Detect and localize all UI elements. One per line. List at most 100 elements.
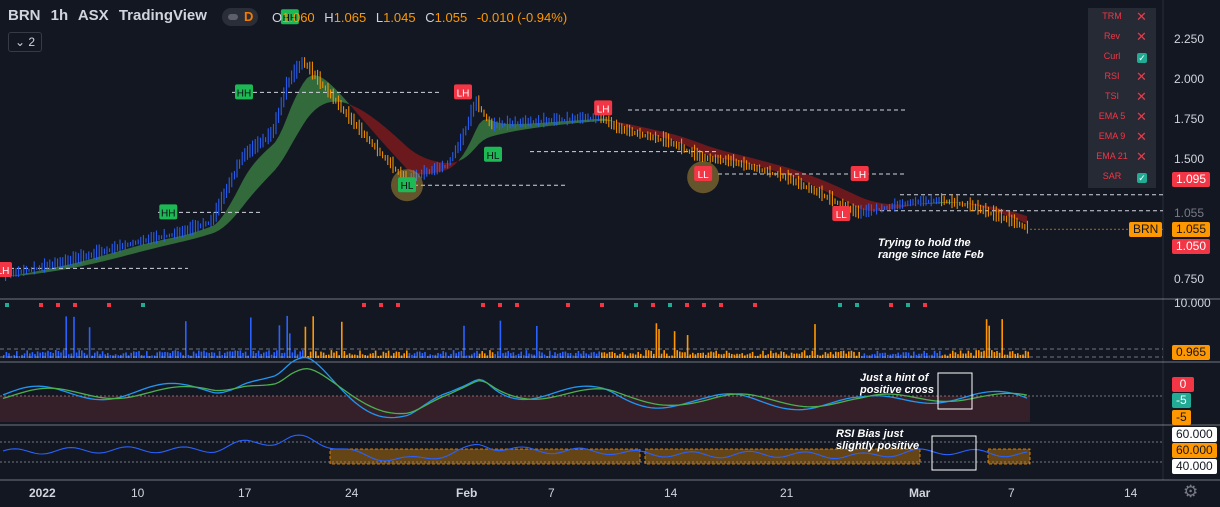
volume-bar (689, 354, 691, 358)
price-tick-label: 0.750 (1174, 272, 1205, 286)
curl-ribbon-segment (483, 119, 487, 141)
volume-bar (775, 352, 777, 358)
volume-bar (289, 333, 291, 358)
close-icon[interactable]: ✕ (1136, 129, 1147, 144)
volume-bar (78, 350, 80, 358)
check-icon[interactable]: ✓ (1137, 173, 1147, 183)
volume-bar (299, 351, 301, 358)
volume-bar (416, 351, 418, 358)
volume-bar (632, 353, 634, 358)
indicator-toggle-ema-21[interactable]: EMA 21 ✕ (1088, 148, 1156, 168)
volume-bar (668, 355, 671, 358)
time-tick-label: 7 (1008, 486, 1015, 500)
close-icon[interactable]: ✕ (1136, 89, 1147, 104)
volume-bar (60, 352, 62, 358)
indicator-toggle-ema-5[interactable]: EMA 5 ✕ (1088, 108, 1156, 128)
volume-bar (1009, 351, 1011, 358)
swing-label-hh: HH (159, 204, 178, 220)
volume-bar (569, 353, 572, 358)
swing-label-box (235, 84, 253, 100)
curl-ribbon-segment (671, 133, 675, 141)
volume-bar (783, 352, 785, 358)
volume-bar (920, 353, 923, 358)
curl-ribbon-segment (523, 123, 527, 130)
volume-bar (991, 350, 993, 358)
curl-ribbon-segment (571, 120, 575, 124)
curl-ribbon-segment (131, 246, 135, 255)
volume-bar (23, 353, 26, 358)
volume-bar (858, 351, 860, 358)
volume-bar (923, 350, 925, 358)
volume-bar (980, 351, 983, 358)
volume-bar (224, 352, 226, 358)
close-icon[interactable]: ✕ (1136, 69, 1147, 84)
volume-bar (637, 351, 639, 358)
close-icon[interactable]: ✕ (1136, 9, 1147, 24)
exchange-label: ASX (77, 7, 109, 24)
volume-bar (595, 353, 598, 358)
curl-ribbon-segment (219, 215, 223, 231)
volume-bar (1006, 354, 1009, 358)
volume-bar (556, 353, 559, 358)
curl-ribbon-segment (859, 196, 863, 210)
volume-bar (502, 353, 504, 358)
volume-bar (788, 355, 790, 358)
indicator-toggle-ema-9[interactable]: EMA 9 ✕ (1088, 128, 1156, 148)
volume-bar (848, 351, 850, 358)
curl-ribbon-segment (235, 188, 239, 216)
curl-ribbon-segment (87, 258, 91, 266)
indicator-toggle-trm[interactable]: TRM ✕ (1088, 8, 1156, 28)
volume-bar (660, 353, 663, 358)
volume-bar (697, 352, 699, 358)
check-icon[interactable]: ✓ (1137, 53, 1147, 63)
high-value: 1.065 (333, 10, 367, 25)
volume-bar (114, 354, 117, 358)
data-mode-toggle[interactable]: D (222, 8, 258, 26)
volume-bar (933, 350, 936, 358)
collapse-indicators-button[interactable]: ⌄ 2 (8, 32, 42, 52)
curl-ribbon-segment (347, 101, 351, 107)
volume-bar (840, 351, 842, 358)
time-tick-label: 24 (345, 486, 359, 500)
close-icon[interactable]: ✕ (1136, 149, 1147, 164)
indicator-toggle-sar[interactable]: SAR ✓ (1088, 168, 1156, 188)
volume-bar (936, 353, 938, 358)
swing-label-text: LH (457, 88, 470, 99)
curl-ribbon-segment (255, 157, 259, 192)
signal-dot (396, 303, 400, 307)
rsi-lower-tag: 40.000 (1172, 459, 1217, 474)
volume-bar (309, 351, 312, 358)
volume-bar (606, 353, 608, 358)
volume-bar (177, 351, 179, 358)
curl-ribbon-segment (795, 170, 799, 180)
indicator-toggle-rsi[interactable]: RSI ✕ (1088, 68, 1156, 88)
volume-bar (978, 350, 980, 358)
curl-ribbon-segment (411, 149, 415, 174)
indicator-toggle-rev[interactable]: Rev ✕ (1088, 28, 1156, 48)
gear-icon[interactable]: ⚙ (1183, 482, 1199, 501)
volume-bar (642, 355, 645, 358)
close-icon[interactable]: ✕ (1136, 109, 1147, 124)
volume-bar (146, 351, 148, 358)
volume-bar (567, 353, 569, 358)
volume-bar (198, 350, 200, 358)
curl-ribbon-segment (679, 135, 683, 145)
indicator-name: TSI (1104, 91, 1119, 101)
volume-bar (889, 354, 892, 358)
volume-bar (809, 355, 811, 358)
volume-bar (476, 350, 478, 358)
volume-bar (83, 352, 86, 358)
volume-bar (720, 354, 723, 358)
curl-ribbon-segment (35, 270, 39, 274)
symbol-name[interactable]: BRN (8, 7, 41, 24)
curl-ribbon-segment (107, 253, 111, 261)
curl-ribbon-segment (731, 152, 735, 161)
close-icon[interactable]: ✕ (1136, 29, 1147, 44)
volume-bar (780, 351, 782, 358)
interval-label[interactable]: 1h (50, 7, 69, 24)
volume-bar (705, 354, 707, 358)
price-tick-label: 2.250 (1174, 32, 1205, 46)
indicator-toggle-curl[interactable]: Curl ✓ (1088, 48, 1156, 68)
indicator-toggle-tsi[interactable]: TSI ✕ (1088, 88, 1156, 108)
